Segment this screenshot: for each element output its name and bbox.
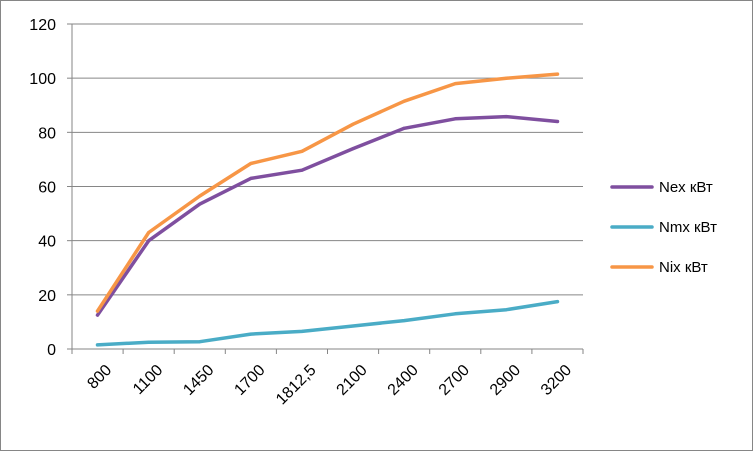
legend: Nex кВт Nmx кВт Nix кВт xyxy=(610,179,717,276)
legend-label-1: Nex кВт xyxy=(659,179,713,196)
data-point xyxy=(555,300,559,304)
axes xyxy=(67,23,584,354)
data-point xyxy=(147,239,151,243)
data-point xyxy=(198,194,202,198)
x-tick-label: 2700 xyxy=(436,362,473,399)
y-tick-labels: 0 20 40 60 80 100 120 xyxy=(29,17,56,359)
y-tick-label: 40 xyxy=(38,234,56,251)
x-tick-label: 2400 xyxy=(385,362,422,399)
data-point xyxy=(300,168,304,172)
data-point xyxy=(351,324,355,328)
data-point xyxy=(249,161,253,165)
x-tick-labels: 800 1100 1450 1700 1812,5 2100 2400 2700 2900 320… xyxy=(84,362,575,409)
y-tick-label: 60 xyxy=(38,180,56,197)
series-line-3 xyxy=(95,72,560,313)
data-point xyxy=(555,120,559,123)
data-point xyxy=(504,115,508,119)
legend-label-3: Nix кВт xyxy=(659,259,708,276)
data-point xyxy=(351,147,355,151)
data-point xyxy=(300,329,304,333)
data-point xyxy=(249,332,253,336)
x-tick-label: 800 xyxy=(84,362,115,393)
series-line-2 xyxy=(95,299,560,347)
data-point xyxy=(555,72,559,76)
y-tick-label: 100 xyxy=(29,71,56,88)
series-line-1 xyxy=(95,114,560,317)
data-point xyxy=(147,340,151,344)
x-tick-label: 1100 xyxy=(130,362,166,398)
y-tick-label: 20 xyxy=(38,288,56,305)
x-tick-label: 1700 xyxy=(231,362,268,399)
y-tick-label: 80 xyxy=(38,125,56,142)
data-point xyxy=(504,308,508,312)
y-tick-label: 0 xyxy=(47,342,56,359)
data-point xyxy=(198,340,202,344)
y-tick-label: 120 xyxy=(29,17,56,34)
data-point xyxy=(504,76,508,80)
data-point xyxy=(96,313,100,317)
x-tick-label: 1812,5 xyxy=(273,362,320,409)
data-point xyxy=(96,309,100,313)
x-tick-label: 2900 xyxy=(487,362,524,399)
data-point xyxy=(453,117,457,121)
data-point xyxy=(96,343,100,347)
data-point xyxy=(402,126,406,130)
legend-label-2: Nmx кВт xyxy=(659,219,717,236)
data-point xyxy=(402,99,406,103)
data-point xyxy=(198,202,202,206)
data-point xyxy=(402,319,406,323)
x-tick-label: 1450 xyxy=(180,362,217,399)
x-tick-label: 3200 xyxy=(538,362,575,399)
data-point xyxy=(249,176,253,180)
data-point xyxy=(453,312,457,316)
x-tick-label: 2100 xyxy=(334,362,371,399)
data-point xyxy=(300,149,304,153)
data-point xyxy=(351,122,355,126)
data-point xyxy=(453,82,457,86)
series-lines xyxy=(95,72,560,347)
grid-lines xyxy=(72,23,583,296)
data-point xyxy=(147,231,151,235)
